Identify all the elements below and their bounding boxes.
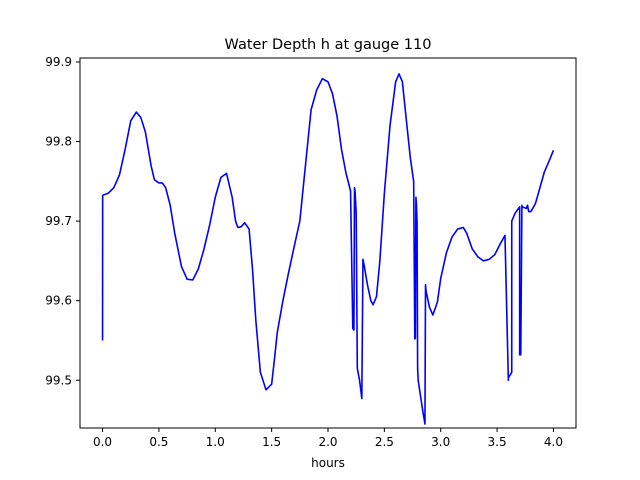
x-tick-label: 3.0 [431,435,450,449]
x-tick-label: 1.5 [262,435,281,449]
y-tick-label: 99.6 [45,294,72,308]
x-axis: 0.0 0.5 1.0 1.5 2.0 2.5 3.0 3.5 4.0 [93,428,563,449]
x-tick-label: 0.5 [149,435,168,449]
x-axis-label: hours [311,456,345,470]
x-tick-label: 1.0 [206,435,225,449]
y-tick-label: 99.8 [45,135,72,149]
y-axis: 99.5 99.6 99.7 99.8 99.9 [45,55,80,387]
x-tick-label: 3.5 [488,435,507,449]
axes-background [80,58,576,428]
plot-area [79,57,577,429]
x-tick-label: 0.0 [93,435,112,449]
y-tick-label: 99.7 [45,214,72,228]
y-tick-label: 99.5 [45,373,72,387]
x-tick-label: 2.5 [375,435,394,449]
chart-title: Water Depth h at gauge 110 [225,37,432,53]
x-tick-label: 2.0 [318,435,337,449]
series-layer [101,73,555,425]
y-tick-label: 99.9 [45,55,72,69]
series-line [101,73,555,425]
x-tick-label: 4.0 [544,435,563,449]
